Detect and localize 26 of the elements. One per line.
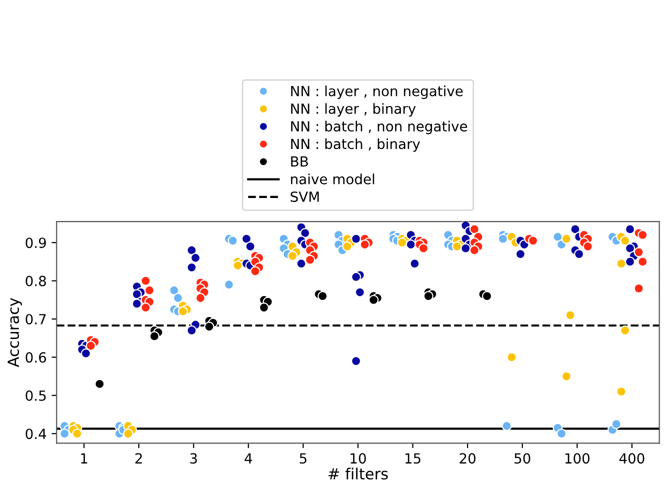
y-tick-label: 0.4 <box>26 428 46 440</box>
legend-label: BB <box>291 156 308 167</box>
x-axis-title: # filters <box>328 468 388 480</box>
x-tick-label: 4 <box>244 453 252 464</box>
x-tick-label: 3 <box>190 453 197 464</box>
x-tick-label: 5 <box>300 453 306 464</box>
x-tick-label: 15 <box>405 453 420 464</box>
legend-label: NN : layer , binary <box>291 103 416 117</box>
x-tick-label: 400 <box>619 453 644 464</box>
y-tick-label: 0.7 <box>26 314 46 324</box>
x-tick-label: 10 <box>350 453 366 464</box>
y-tick-label: 0.6 <box>26 352 46 363</box>
x-tick-label: 1 <box>81 453 88 464</box>
x-tick-label: 50 <box>514 453 530 464</box>
y-tick-label: 0.8 <box>26 276 46 286</box>
legend-label: NN : batch , binary <box>291 138 420 152</box>
y-tick-label: 0.5 <box>26 390 46 401</box>
x-tick-label: 2 <box>135 453 142 464</box>
legend-label: NN : batch , non negative <box>291 120 468 134</box>
y-tick-label: 0.9 <box>26 238 46 248</box>
y-axis-title: Accuracy <box>8 298 22 368</box>
legend-label: NN : layer , non negative <box>291 86 463 99</box>
legend-label: naive model <box>291 174 374 184</box>
x-tick-label: 100 <box>565 453 590 464</box>
legend-label: SVM <box>290 191 319 202</box>
x-tick-label: 20 <box>460 453 476 464</box>
